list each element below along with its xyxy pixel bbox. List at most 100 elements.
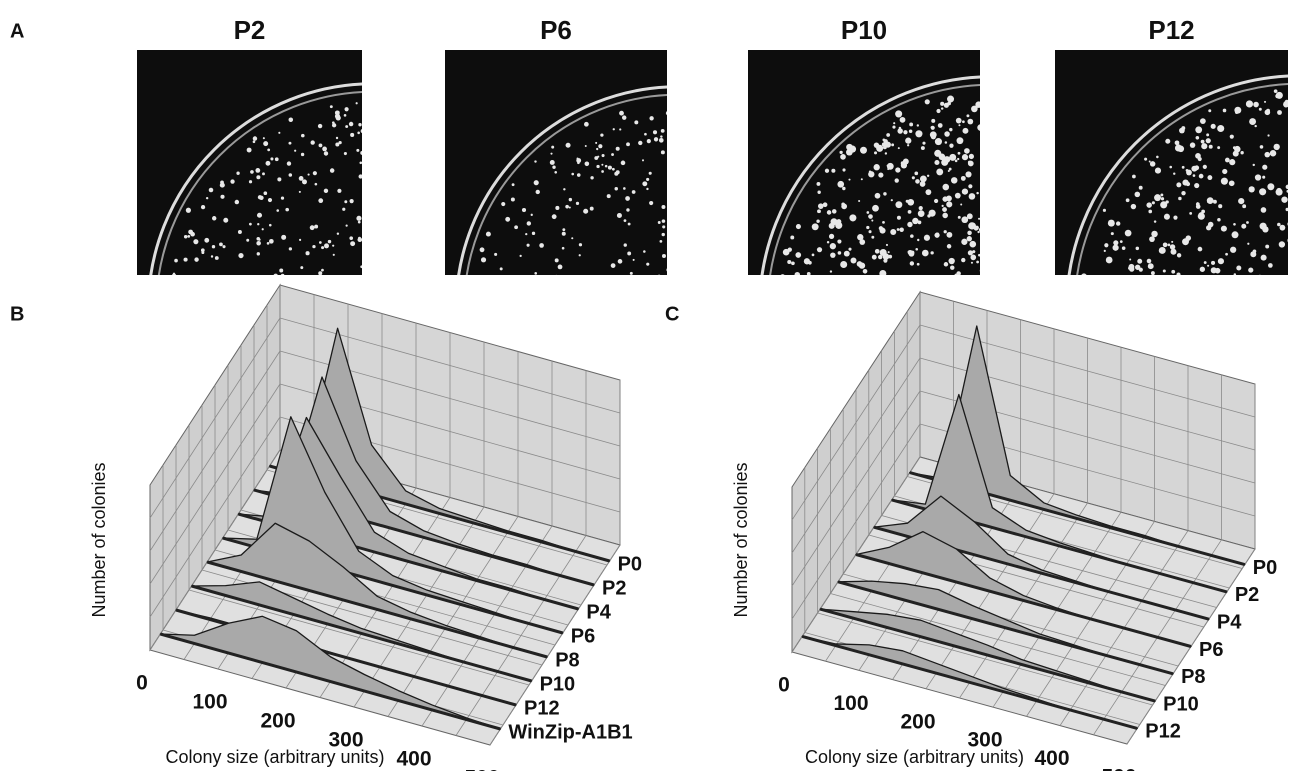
colony <box>916 124 920 127</box>
colony <box>966 114 970 118</box>
colony <box>187 291 191 295</box>
colony <box>480 296 484 300</box>
colony <box>795 252 802 258</box>
colony <box>893 122 896 125</box>
colony <box>948 257 955 265</box>
colony <box>1262 175 1266 179</box>
colony <box>539 243 544 248</box>
colony <box>252 140 256 144</box>
colony <box>1259 188 1267 196</box>
colony <box>973 300 980 307</box>
colony <box>816 181 821 186</box>
colony <box>968 222 976 230</box>
colony <box>579 281 581 283</box>
colony <box>924 99 930 105</box>
colony <box>794 271 801 275</box>
colony <box>977 230 980 234</box>
colony <box>631 190 636 194</box>
colony <box>643 250 646 253</box>
colony <box>1134 191 1141 198</box>
colony <box>357 220 361 224</box>
colony <box>223 217 229 223</box>
photo-bg <box>137 50 362 275</box>
colony <box>644 132 647 136</box>
colony <box>816 219 820 223</box>
colony <box>617 259 623 264</box>
photo-title: P12 <box>1148 15 1194 45</box>
colony <box>965 171 972 178</box>
colony <box>1261 287 1263 289</box>
colony <box>884 152 888 155</box>
colony <box>856 261 863 267</box>
colony <box>194 257 199 262</box>
colony <box>806 271 811 275</box>
colony <box>1287 222 1288 226</box>
colony <box>943 262 949 267</box>
colony <box>1267 183 1275 191</box>
series-base <box>837 580 1174 676</box>
colony <box>360 129 362 133</box>
colony <box>1206 225 1212 231</box>
colony <box>625 196 630 201</box>
colony <box>843 250 850 257</box>
colony <box>954 192 961 199</box>
colony <box>1195 184 1199 188</box>
colony <box>1275 188 1283 196</box>
colony <box>1201 143 1208 150</box>
colony <box>236 171 240 175</box>
colony <box>185 207 191 213</box>
colony <box>1125 198 1130 203</box>
colony <box>899 116 906 123</box>
colony <box>607 292 610 295</box>
colony <box>201 251 205 255</box>
colony <box>571 237 574 240</box>
colony <box>846 143 853 151</box>
colony <box>250 170 254 174</box>
colony <box>1173 215 1178 220</box>
colony <box>162 304 165 307</box>
colony <box>278 131 281 134</box>
colony <box>987 181 990 184</box>
colony <box>615 146 620 151</box>
colony <box>266 242 270 245</box>
colony <box>660 135 663 138</box>
colony <box>1250 251 1257 258</box>
colony <box>501 201 506 207</box>
colony <box>332 121 335 125</box>
colony <box>662 225 666 229</box>
colony <box>984 123 987 126</box>
colony <box>803 258 811 265</box>
colony <box>1217 217 1221 222</box>
colony <box>908 129 913 134</box>
colony <box>1200 139 1205 144</box>
colony <box>1241 223 1247 229</box>
colony <box>917 210 925 217</box>
colony <box>780 274 785 275</box>
colony <box>580 289 583 292</box>
colony <box>1266 302 1271 307</box>
colony <box>204 237 210 243</box>
colony <box>590 176 594 180</box>
colony <box>1211 260 1216 265</box>
colony <box>346 289 350 293</box>
colony <box>672 191 676 195</box>
colony <box>357 131 360 135</box>
colony <box>641 159 645 162</box>
colony <box>317 123 323 129</box>
colony <box>222 245 226 249</box>
colony <box>1233 222 1236 226</box>
colony <box>1293 174 1295 176</box>
colony <box>371 249 374 252</box>
colony <box>1207 200 1210 204</box>
colony <box>530 213 533 216</box>
colony <box>1134 264 1141 270</box>
colony <box>598 144 603 149</box>
colony <box>319 241 322 244</box>
colony <box>840 261 848 269</box>
colony <box>908 251 915 257</box>
colony <box>954 273 958 275</box>
colony <box>1133 301 1139 307</box>
colony <box>344 200 348 204</box>
colony <box>616 212 622 218</box>
colony <box>285 207 289 212</box>
